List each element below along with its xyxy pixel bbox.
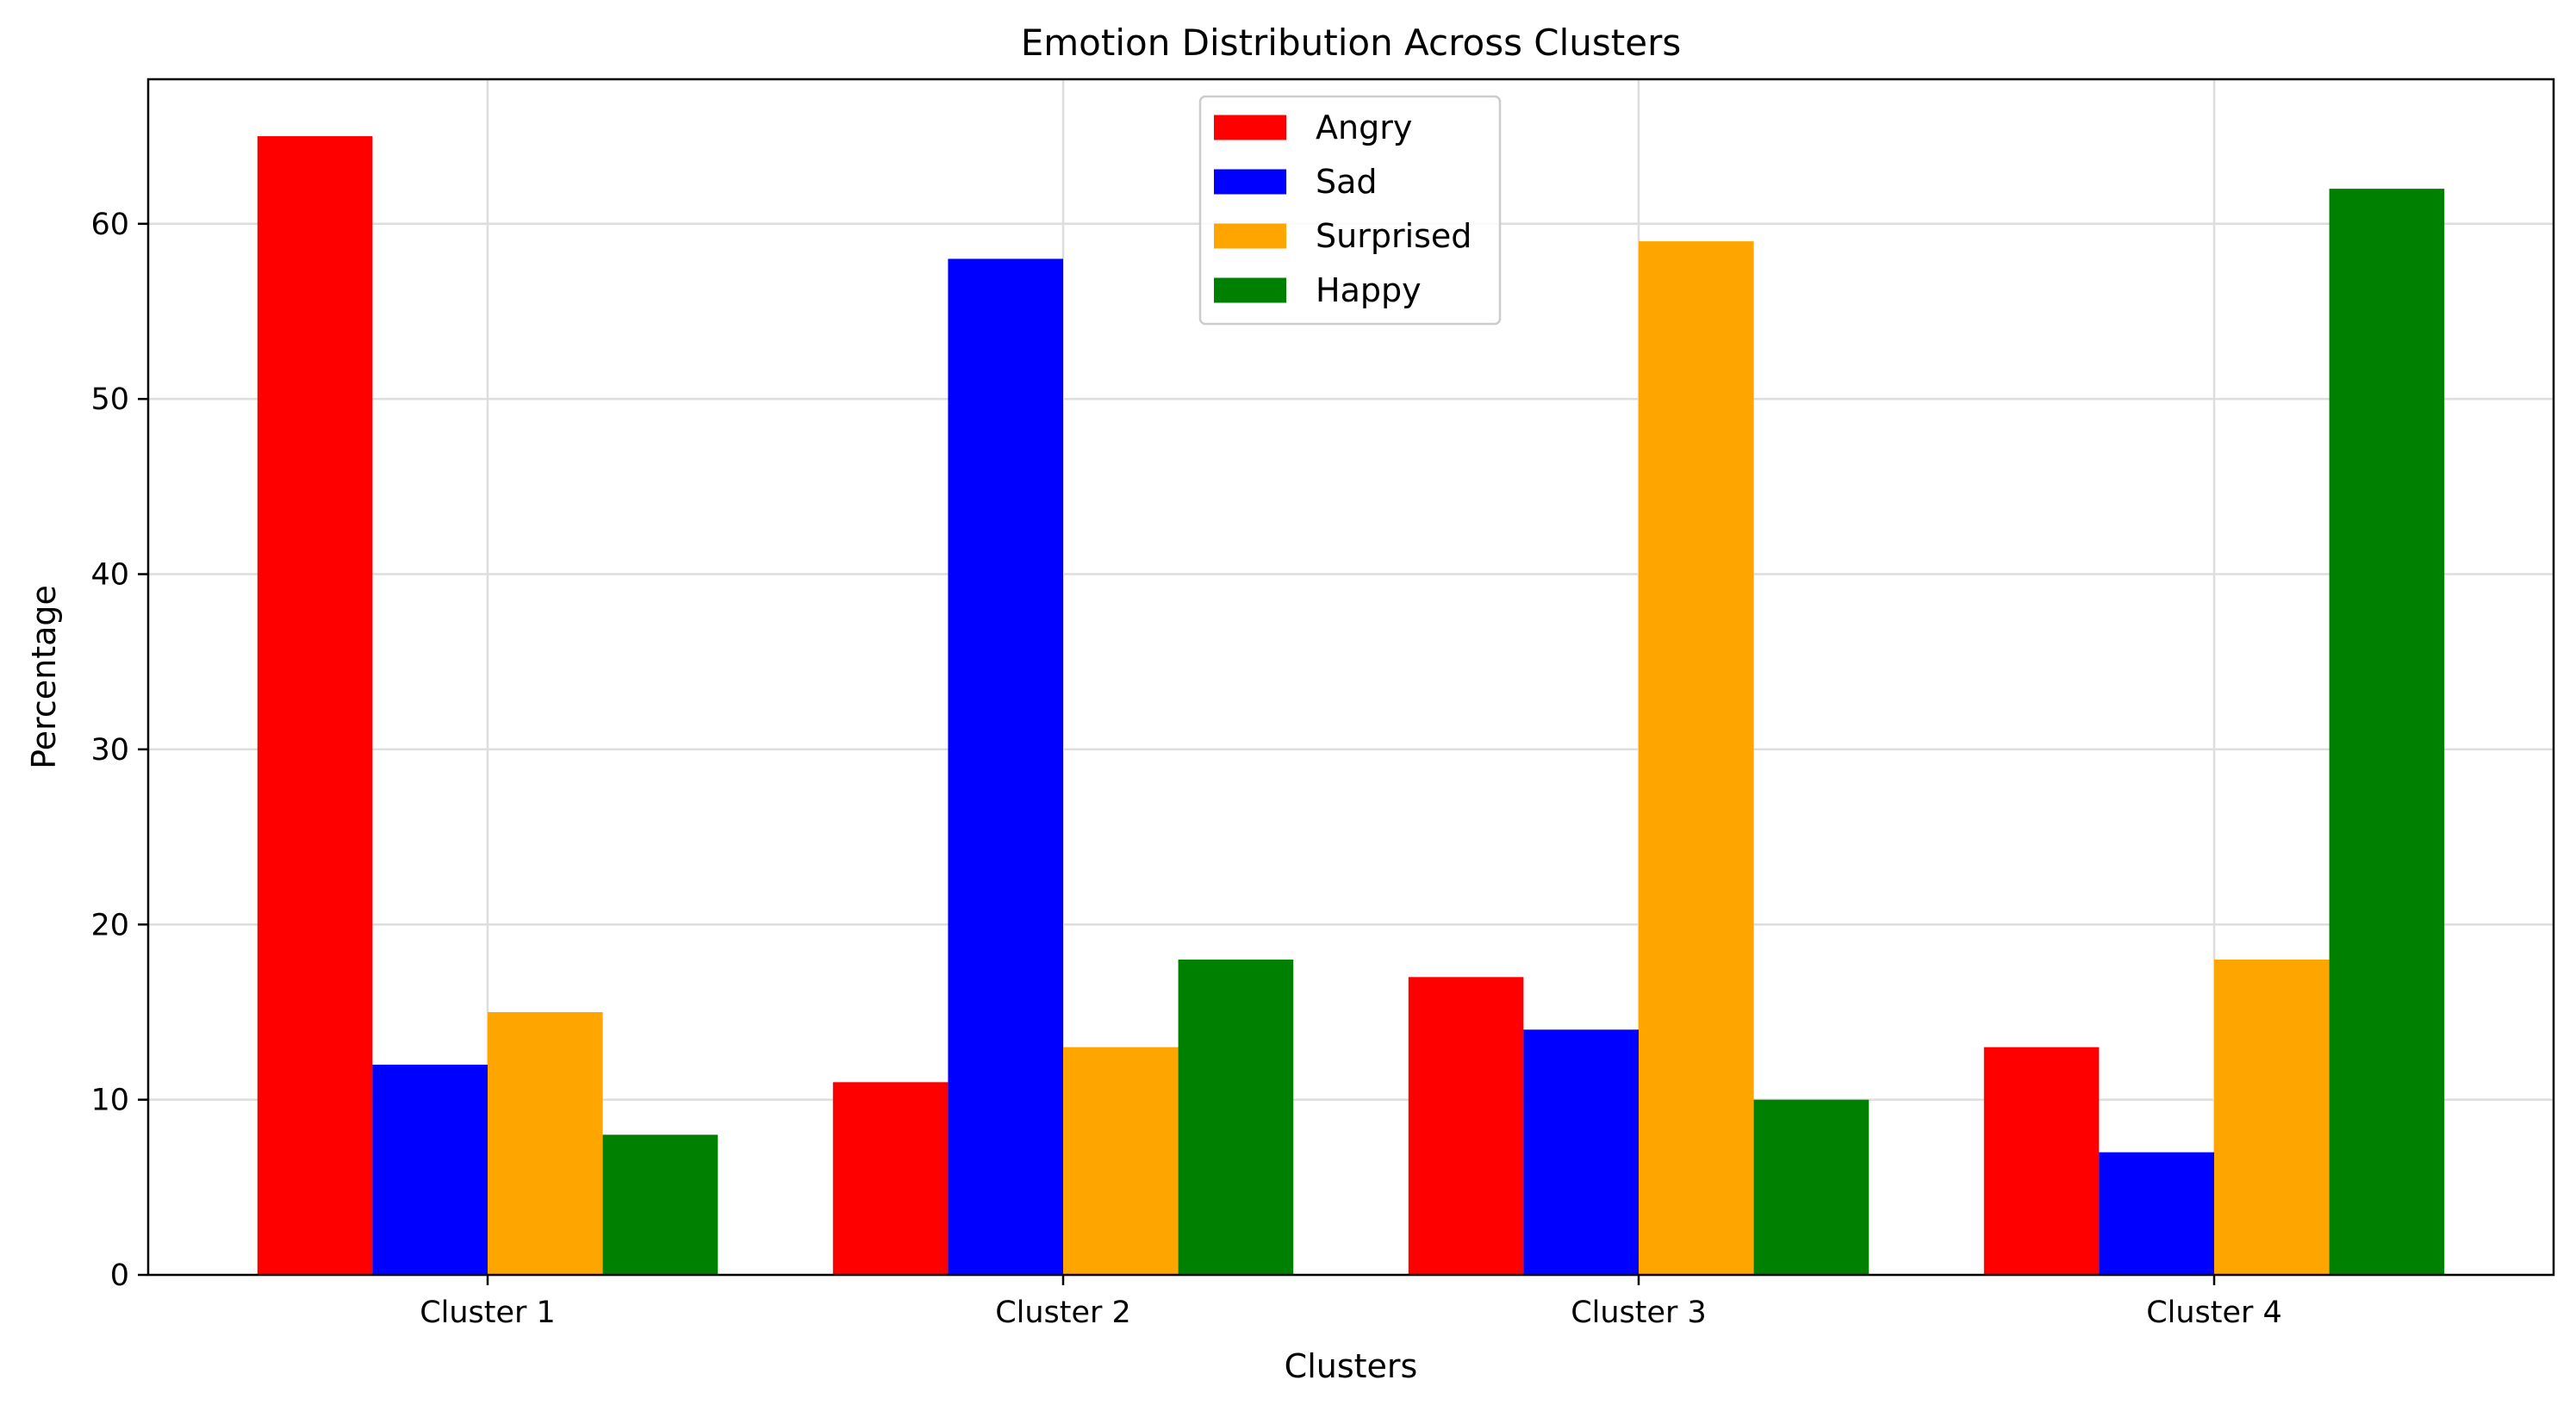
y-tick-label: 40 [90, 558, 129, 593]
legend-swatch-happy [1214, 277, 1286, 303]
legend-swatch-surprised [1214, 223, 1286, 249]
bar-angry-cluster-3 [1408, 977, 1524, 1275]
legend-swatch-angry [1214, 115, 1286, 140]
y-tick-label: 30 [90, 733, 129, 768]
bar-surprised-cluster-2 [1063, 1047, 1179, 1275]
y-tick-label: 60 [90, 208, 129, 242]
x-tick-label: Cluster 1 [420, 1296, 556, 1330]
bar-sad-cluster-4 [2099, 1152, 2214, 1275]
y-tick-label: 20 [90, 908, 129, 942]
bars [257, 136, 2445, 1276]
bar-surprised-cluster-3 [1639, 241, 1754, 1276]
bar-angry-cluster-4 [1983, 1047, 2100, 1275]
legend-swatch-sad [1214, 169, 1286, 195]
bar-angry-cluster-1 [257, 136, 373, 1276]
legend-label-surprised: Surprised [1316, 217, 1472, 255]
legend-box [1198, 95, 1502, 326]
y-axis-label: Percentage [25, 585, 63, 769]
bar-angry-cluster-2 [832, 1082, 949, 1275]
x-tick-label: Cluster 4 [2146, 1296, 2282, 1330]
legend-label-sad: Sad [1316, 163, 1378, 201]
axis-ticks: 0 10 20 30 40 50 60 Cluster 1 Cluster 2 Cluster 3… [90, 208, 2281, 1330]
bar-sad-cluster-3 [1523, 1029, 1639, 1275]
bar-happy-cluster-4 [2329, 189, 2445, 1276]
bar-surprised-cluster-1 [488, 1011, 603, 1275]
bar-sad-cluster-1 [372, 1064, 488, 1275]
plot-frame [146, 78, 2555, 1277]
bar-happy-cluster-3 [1753, 1099, 1870, 1275]
bar-happy-cluster-2 [1178, 959, 1294, 1275]
bar-happy-cluster-1 [602, 1134, 719, 1275]
bar-sad-cluster-2 [948, 258, 1063, 1275]
x-tick-label: Cluster 3 [1571, 1296, 1707, 1330]
x-axis-label: Clusters [1285, 1347, 1418, 1385]
bar-surprised-cluster-4 [2214, 959, 2330, 1275]
y-tick-label: 0 [110, 1259, 129, 1293]
chart-title: Emotion Distribution Across Clusters [1021, 22, 1682, 64]
legend-label-angry: Angry [1316, 109, 1412, 146]
legend-label-happy: Happy [1316, 271, 1422, 309]
y-tick-label: 50 [90, 382, 129, 417]
y-tick-label: 10 [90, 1084, 129, 1118]
legend: Angry Sad Surprised Happy [1198, 95, 1502, 326]
x-tick-label: Cluster 2 [995, 1296, 1131, 1330]
